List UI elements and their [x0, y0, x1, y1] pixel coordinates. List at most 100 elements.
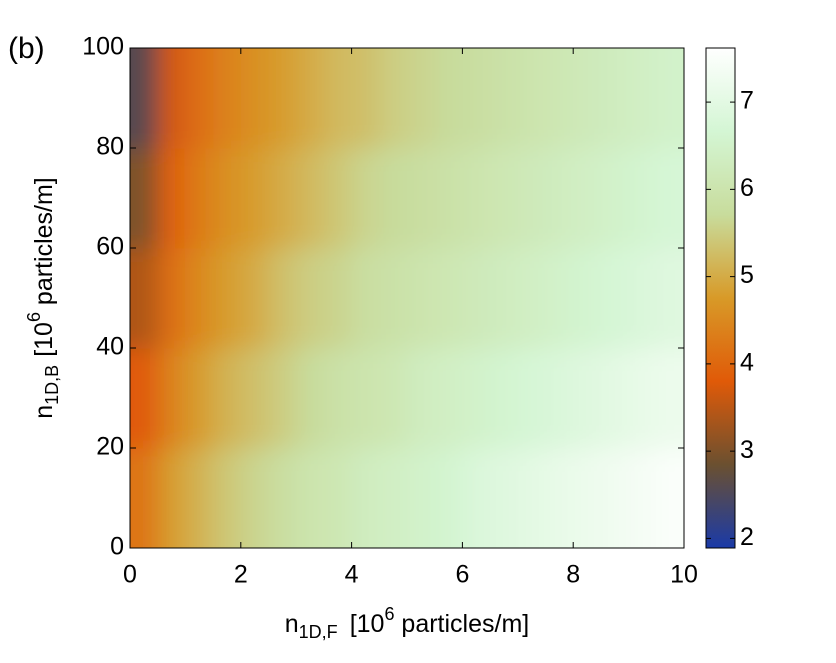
- heatmap-cell: [545, 348, 574, 449]
- heatmap-cell: [157, 48, 186, 149]
- heatmap-cell: [628, 348, 657, 449]
- heatmap-cell: [130, 348, 159, 449]
- heatmap-cell: [407, 348, 436, 449]
- heatmap-cell: [379, 148, 408, 249]
- heatmap-cell: [628, 448, 657, 548]
- heatmap-cell: [157, 348, 186, 449]
- heatmap-cell: [130, 148, 159, 249]
- heatmap-cell: [600, 448, 630, 548]
- y-axis-label: n1D,B[106 particles/m]: [24, 177, 62, 418]
- colorbar-tick-label: 4: [740, 348, 754, 376]
- heatmap-cell: [351, 148, 380, 249]
- heatmap-cell: [323, 448, 353, 548]
- heatmap-cell: [213, 348, 242, 449]
- heatmap-cell: [351, 248, 380, 349]
- heatmap-cell: [434, 48, 463, 149]
- heatmap-cell: [545, 448, 574, 548]
- heatmap-cell: [296, 148, 325, 249]
- heatmap-cell: [379, 448, 408, 548]
- heatmap-cell: [545, 148, 574, 249]
- heatmap-cell: [517, 448, 546, 548]
- heatmap-cell: [462, 348, 491, 449]
- heatmap-cell: [157, 448, 186, 548]
- heatmap-cell: [628, 148, 657, 249]
- heatmap-cell: [240, 48, 269, 149]
- heatmap-cell: [600, 48, 630, 149]
- heatmap-cell: [407, 248, 436, 349]
- heatmap-cell: [490, 48, 519, 149]
- heatmap-cell: [407, 448, 436, 548]
- heatmap-cell: [213, 148, 242, 249]
- heatmap-cell: [434, 248, 463, 349]
- x-tick-label: 0: [123, 561, 137, 589]
- heatmap-cell: [240, 448, 269, 548]
- heatmap-cell: [434, 148, 463, 249]
- heatmap-cell: [490, 248, 519, 349]
- heatmap-cell: [351, 448, 380, 548]
- x-tick-label: 10: [670, 561, 698, 589]
- heatmap-cell: [130, 48, 159, 149]
- heatmap-cell: [379, 348, 408, 449]
- colorbar-tick-label: 2: [740, 523, 754, 551]
- heatmap-cell: [656, 348, 684, 449]
- heatmap-cell: [462, 48, 491, 149]
- heatmap-cell: [323, 248, 353, 349]
- heatmap-cell: [296, 48, 325, 149]
- heatmap-cell: [407, 148, 436, 249]
- heatmap-cell: [573, 448, 602, 548]
- heatmap-cell: [600, 248, 630, 349]
- heatmap-cell: [240, 348, 269, 449]
- heatmap-cell: [157, 148, 186, 249]
- heatmap-cell: [351, 48, 380, 149]
- heatmap-cell: [157, 248, 186, 349]
- plot-frame: [129, 47, 685, 549]
- heatmap-cell: [462, 248, 491, 349]
- heatmap-cell: [573, 348, 602, 449]
- heatmap-cell: [573, 148, 602, 249]
- heatmap-cell: [656, 448, 684, 548]
- colorbar-tick-label: 5: [740, 261, 754, 289]
- x-tick-label: 8: [566, 561, 580, 589]
- heatmap-cell: [490, 348, 519, 449]
- heatmap-cell: [185, 48, 214, 149]
- heatmap-cell: [323, 348, 353, 449]
- heatmap-cell: [656, 48, 684, 149]
- x-axis-label: n1D,F [106 particles/m]: [285, 604, 529, 642]
- heatmap-cell: [600, 348, 630, 449]
- heatmap-cell: [268, 148, 297, 249]
- heatmap-cell: [213, 48, 242, 149]
- heatmap-cell: [379, 248, 408, 349]
- heatmap-cell: [573, 248, 602, 349]
- panel-label: (b): [8, 32, 45, 65]
- heatmap-cell: [185, 448, 214, 548]
- heatmap-cell: [490, 148, 519, 249]
- heatmap-cell: [545, 248, 574, 349]
- y-tick-label: 40: [96, 333, 124, 361]
- x-tick-label: 6: [455, 561, 469, 589]
- heatmap-cell: [407, 48, 436, 149]
- colorbar-tick-label: 7: [740, 87, 754, 115]
- heatmap-cell: [268, 348, 297, 449]
- y-tick-label: 0: [110, 533, 124, 561]
- heatmap-cell: [379, 48, 408, 149]
- y-tick-label: 20: [96, 433, 124, 461]
- heatmap-cell: [656, 248, 684, 349]
- heatmap-cell: [296, 248, 325, 349]
- heatmap-cell: [268, 448, 297, 548]
- heatmap-cell: [351, 348, 380, 449]
- heatmap-cell: [517, 48, 546, 149]
- heatmap-cell: [517, 248, 546, 349]
- heatmap-cell: [656, 148, 684, 249]
- heatmap-cell: [296, 348, 325, 449]
- colorbar-tick-label: 3: [740, 436, 754, 464]
- y-tick-label: 80: [96, 133, 124, 161]
- heatmap-cell: [490, 448, 519, 548]
- heatmap-cell: [213, 448, 242, 548]
- heatmap-cell: [517, 148, 546, 249]
- heatmap-cell: [600, 148, 630, 249]
- heatmap-cell: [545, 48, 574, 149]
- heatmap-cell: [185, 348, 214, 449]
- heatmap-cell: [434, 348, 463, 449]
- colorbar: [705, 47, 736, 549]
